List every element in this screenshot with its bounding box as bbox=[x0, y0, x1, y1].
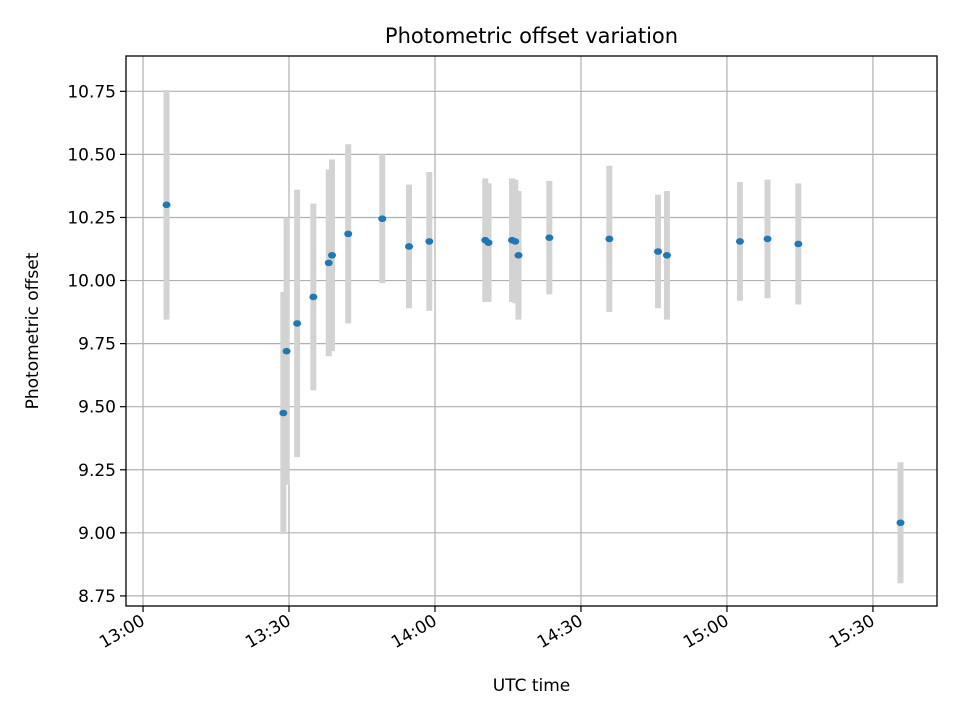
y-tick-label: 9.50 bbox=[78, 398, 116, 418]
y-axis-ticks: 8.75 9.00 9.25 9.50 9.75 10.00 10.25 10.50 10.75 bbox=[67, 82, 126, 607]
x-tick-label: 14:00 bbox=[388, 611, 440, 653]
y-tick-label: 10.75 bbox=[67, 82, 116, 102]
y-tick-label: 10.00 bbox=[67, 272, 116, 292]
data-point bbox=[484, 239, 493, 246]
data-point bbox=[344, 230, 353, 238]
data-point bbox=[605, 235, 614, 243]
x-tick-label: 13:30 bbox=[242, 611, 294, 653]
data-point bbox=[763, 235, 772, 243]
data-point bbox=[405, 243, 414, 250]
data-point bbox=[378, 215, 387, 223]
data-point bbox=[309, 293, 318, 301]
x-tick-label: 15:30 bbox=[826, 611, 878, 653]
y-tick-label: 9.00 bbox=[78, 524, 116, 544]
x-axis-label: UTC time bbox=[493, 676, 571, 696]
y-tick-label: 8.75 bbox=[78, 587, 116, 607]
data-point bbox=[511, 238, 520, 245]
x-tick-label: 15:00 bbox=[680, 611, 732, 653]
plot-frame bbox=[125, 55, 938, 607]
data-point bbox=[293, 320, 302, 327]
data-point bbox=[654, 248, 663, 255]
x-tick-label: 13:00 bbox=[96, 611, 148, 653]
data-point bbox=[794, 240, 803, 248]
data-point bbox=[425, 238, 434, 245]
data-point-series bbox=[162, 201, 905, 527]
data-point bbox=[896, 519, 905, 527]
x-axis-ticks: 13:00 13:30 14:00 14:30 15:00 15:30 bbox=[96, 606, 878, 653]
data-point bbox=[324, 259, 333, 267]
data-point bbox=[162, 201, 171, 209]
y-tick-label: 10.25 bbox=[67, 208, 116, 228]
data-point bbox=[545, 234, 554, 241]
y-axis-label: Photometric offset bbox=[23, 252, 43, 409]
data-point bbox=[735, 238, 744, 245]
data-point bbox=[279, 409, 288, 417]
data-point bbox=[327, 252, 336, 259]
y-tick-label: 10.50 bbox=[67, 145, 116, 165]
errorbar-series bbox=[163, 90, 904, 584]
data-point bbox=[662, 252, 671, 259]
data-point bbox=[282, 347, 291, 355]
x-tick-label: 14:30 bbox=[534, 611, 586, 653]
y-tick-label: 9.25 bbox=[78, 461, 116, 481]
data-point bbox=[514, 252, 523, 259]
y-tick-label: 9.75 bbox=[78, 335, 116, 355]
grid bbox=[126, 56, 937, 606]
chart-title: Photometric offset variation bbox=[385, 24, 678, 48]
